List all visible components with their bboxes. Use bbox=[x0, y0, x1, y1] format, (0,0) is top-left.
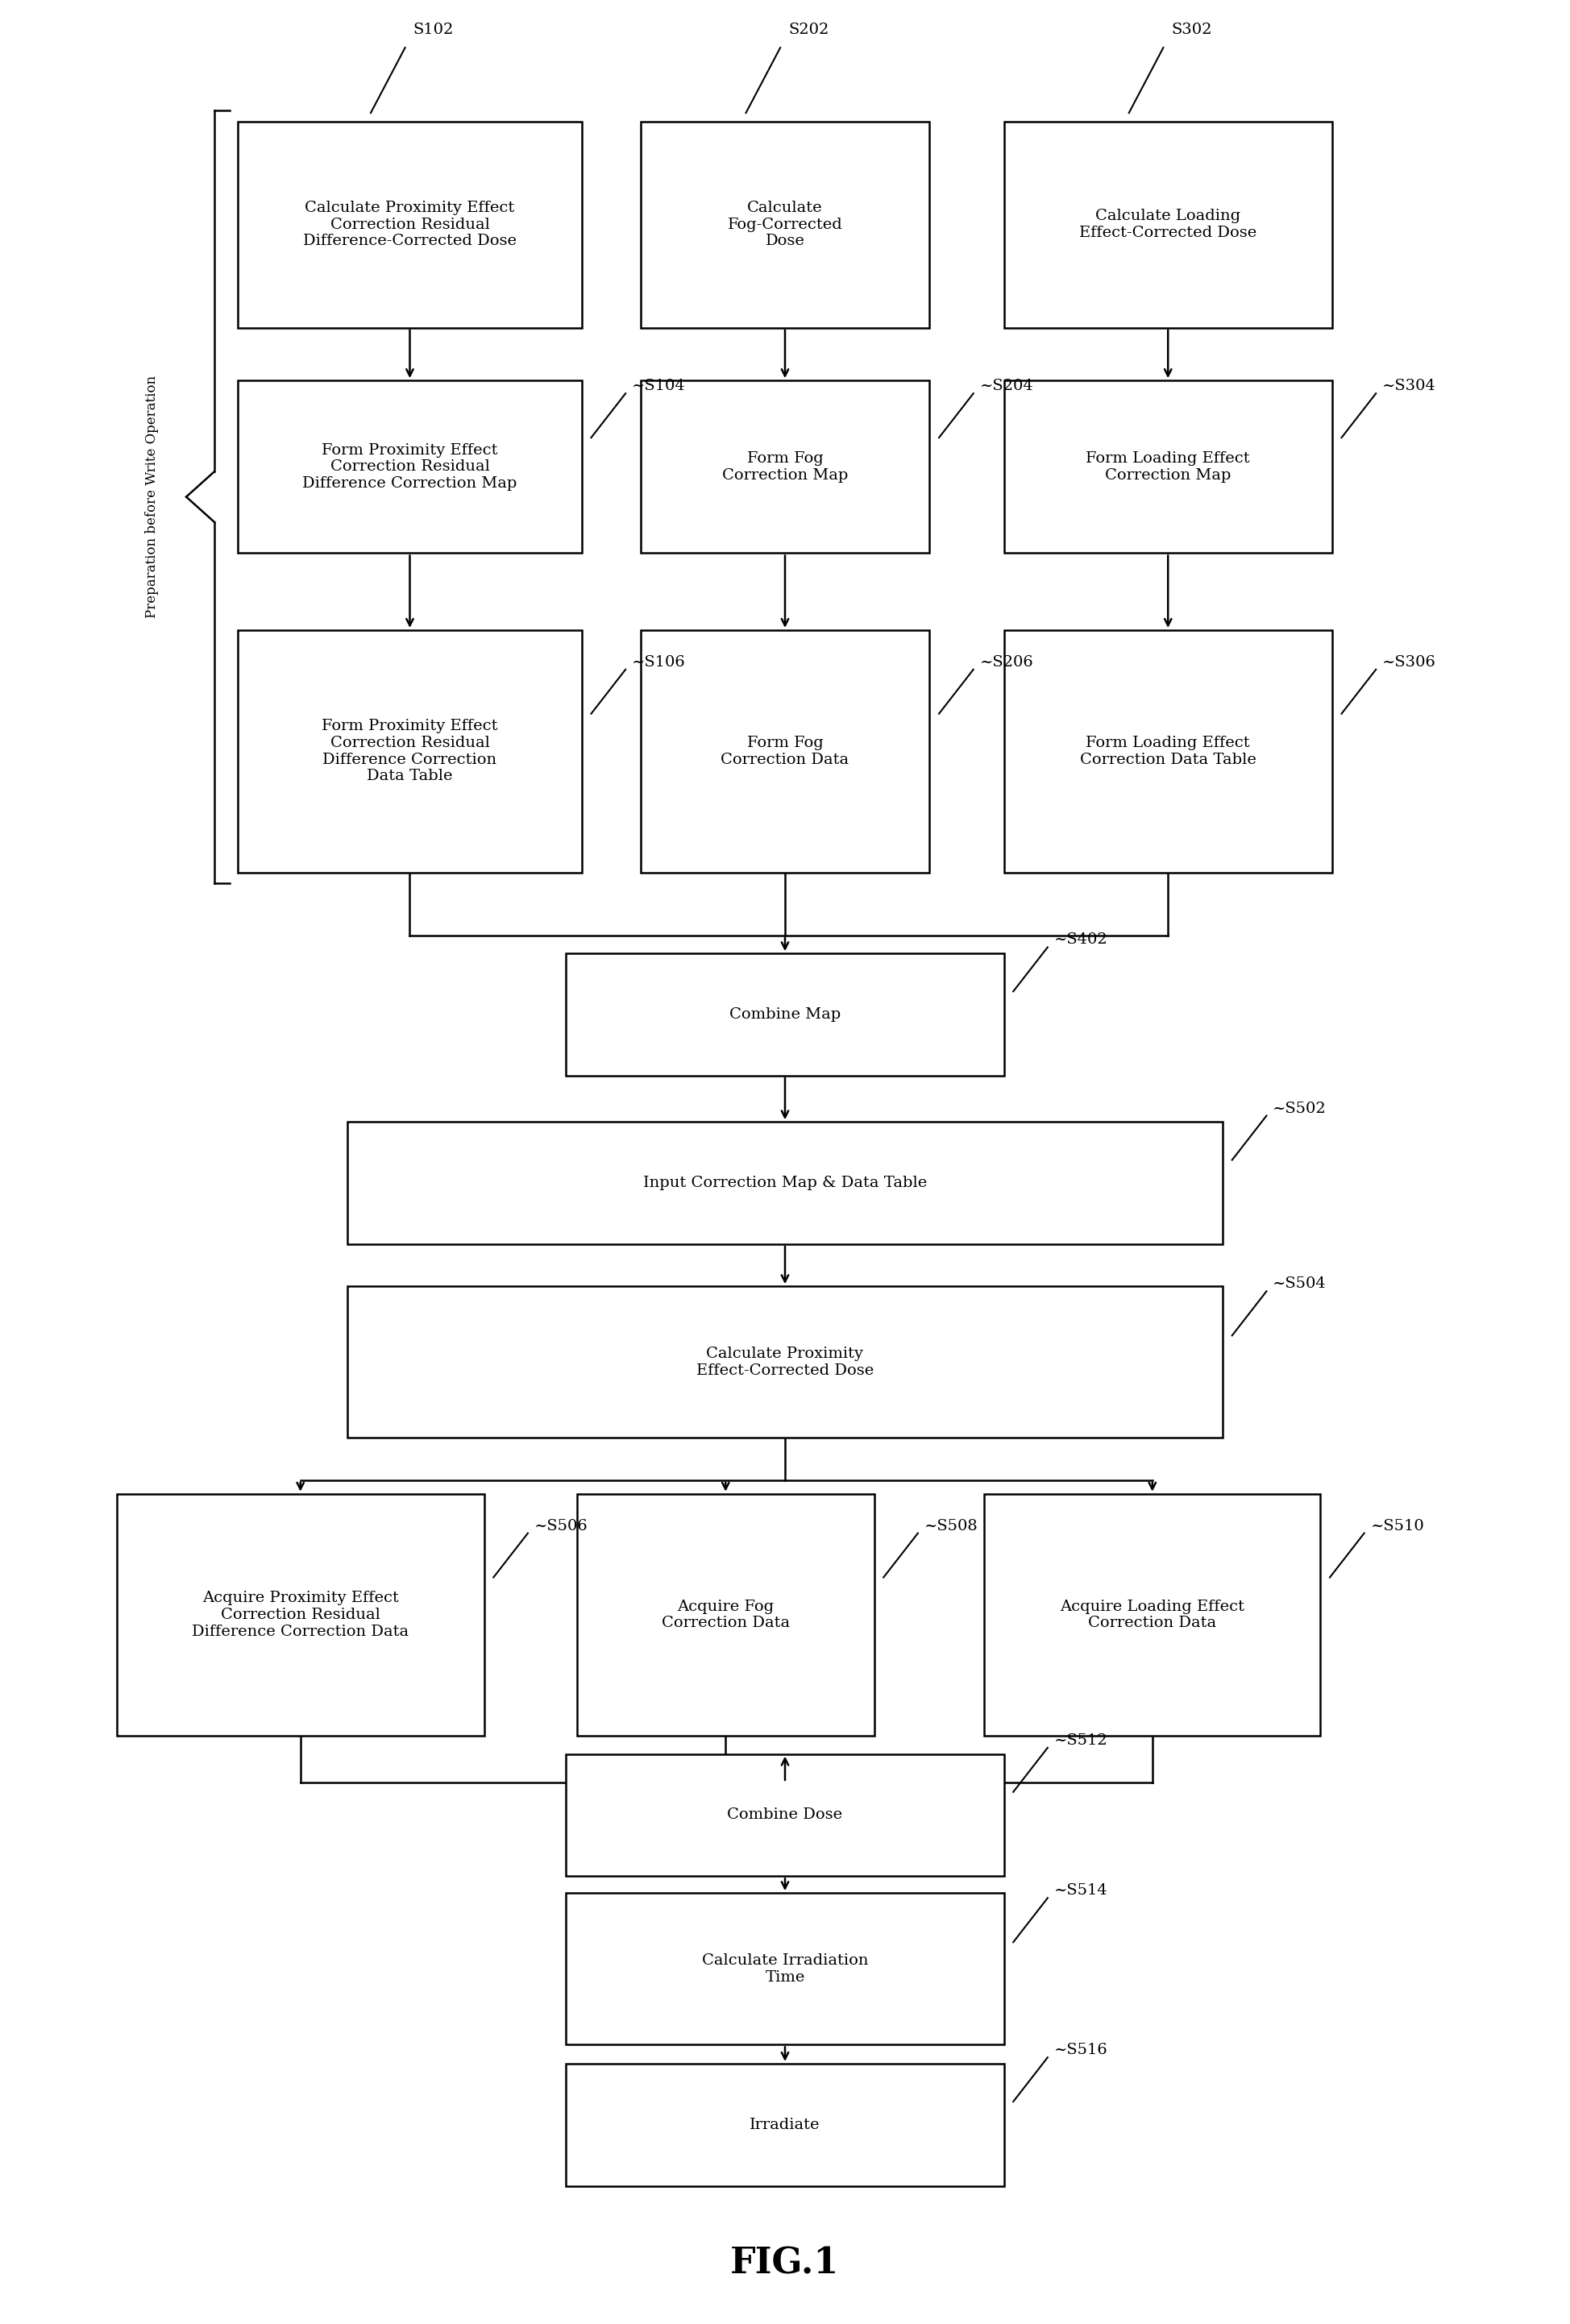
FancyBboxPatch shape bbox=[237, 381, 582, 553]
Text: S102: S102 bbox=[413, 23, 454, 37]
Text: ~S204: ~S204 bbox=[980, 379, 1033, 393]
FancyBboxPatch shape bbox=[578, 1494, 874, 1736]
FancyBboxPatch shape bbox=[347, 1285, 1223, 1439]
FancyBboxPatch shape bbox=[567, 953, 1003, 1076]
FancyBboxPatch shape bbox=[237, 121, 582, 328]
FancyBboxPatch shape bbox=[641, 121, 929, 328]
Text: FIG.1: FIG.1 bbox=[730, 2247, 840, 2282]
Text: ~S506: ~S506 bbox=[534, 1518, 587, 1534]
FancyBboxPatch shape bbox=[237, 630, 582, 872]
FancyBboxPatch shape bbox=[984, 1494, 1320, 1736]
Text: Form Fog
Correction Map: Form Fog Correction Map bbox=[722, 451, 848, 483]
FancyBboxPatch shape bbox=[347, 1122, 1223, 1243]
Text: ~S304: ~S304 bbox=[1382, 379, 1437, 393]
Text: Combine Dose: Combine Dose bbox=[727, 1808, 843, 1822]
Text: ~S510: ~S510 bbox=[1371, 1518, 1424, 1534]
FancyBboxPatch shape bbox=[1003, 381, 1333, 553]
FancyBboxPatch shape bbox=[567, 1755, 1003, 1875]
Text: ~S512: ~S512 bbox=[1053, 1734, 1108, 1748]
Text: Calculate Proximity
Effect-Corrected Dose: Calculate Proximity Effect-Corrected Dos… bbox=[696, 1346, 874, 1378]
FancyBboxPatch shape bbox=[567, 2064, 1003, 2187]
Text: ~S508: ~S508 bbox=[925, 1518, 978, 1534]
FancyBboxPatch shape bbox=[116, 1494, 484, 1736]
Text: Calculate Irradiation
Time: Calculate Irradiation Time bbox=[702, 1952, 868, 1985]
FancyBboxPatch shape bbox=[1003, 630, 1333, 872]
Text: Calculate
Fog-Corrected
Dose: Calculate Fog-Corrected Dose bbox=[727, 200, 843, 249]
Text: ~S402: ~S402 bbox=[1053, 932, 1108, 948]
Text: ~S504: ~S504 bbox=[1273, 1276, 1327, 1292]
Text: ~S514: ~S514 bbox=[1053, 1882, 1108, 1899]
Text: Preparation before Write Operation: Preparation before Write Operation bbox=[144, 376, 159, 618]
FancyBboxPatch shape bbox=[567, 1894, 1003, 2045]
Text: ~S306: ~S306 bbox=[1382, 655, 1437, 669]
Text: Form Proximity Effect
Correction Residual
Difference Correction
Data Table: Form Proximity Effect Correction Residua… bbox=[322, 718, 498, 783]
Text: ~S104: ~S104 bbox=[631, 379, 686, 393]
Text: Calculate Loading
Effect-Corrected Dose: Calculate Loading Effect-Corrected Dose bbox=[1079, 209, 1256, 239]
Text: ~S516: ~S516 bbox=[1053, 2043, 1108, 2057]
Text: Input Correction Map & Data Table: Input Correction Map & Data Table bbox=[644, 1176, 926, 1190]
Text: ~S106: ~S106 bbox=[631, 655, 686, 669]
Text: ~S206: ~S206 bbox=[980, 655, 1033, 669]
Text: ~S502: ~S502 bbox=[1273, 1102, 1327, 1116]
Text: Form Proximity Effect
Correction Residual
Difference Correction Map: Form Proximity Effect Correction Residua… bbox=[303, 444, 517, 490]
Text: S202: S202 bbox=[788, 23, 829, 37]
Text: Irradiate: Irradiate bbox=[750, 2117, 820, 2131]
FancyBboxPatch shape bbox=[641, 381, 929, 553]
Text: Form Loading Effect
Correction Map: Form Loading Effect Correction Map bbox=[1086, 451, 1250, 483]
FancyBboxPatch shape bbox=[1003, 121, 1333, 328]
Text: S302: S302 bbox=[1171, 23, 1212, 37]
FancyBboxPatch shape bbox=[641, 630, 929, 872]
Text: Calculate Proximity Effect
Correction Residual
Difference-Corrected Dose: Calculate Proximity Effect Correction Re… bbox=[303, 200, 517, 249]
Text: Combine Map: Combine Map bbox=[730, 1006, 840, 1023]
Text: Acquire Loading Effect
Correction Data: Acquire Loading Effect Correction Data bbox=[1060, 1599, 1245, 1631]
Text: Form Loading Effect
Correction Data Table: Form Loading Effect Correction Data Tabl… bbox=[1080, 737, 1256, 767]
Text: Acquire Fog
Correction Data: Acquire Fog Correction Data bbox=[661, 1599, 790, 1631]
Text: Acquire Proximity Effect
Correction Residual
Difference Correction Data: Acquire Proximity Effect Correction Resi… bbox=[192, 1592, 408, 1638]
Text: Form Fog
Correction Data: Form Fog Correction Data bbox=[721, 737, 849, 767]
